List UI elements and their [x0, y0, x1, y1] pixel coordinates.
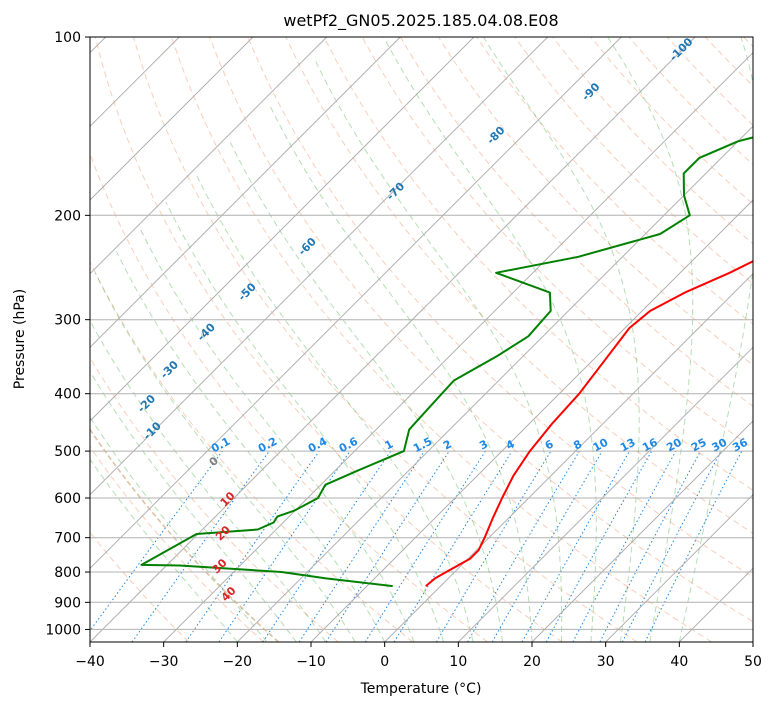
isotherm: [90, 37, 622, 570]
mixing-ratio-line: [644, 450, 743, 642]
x-tick-label: 30: [597, 654, 615, 670]
mixing-ratio-label: 30: [710, 436, 730, 455]
y-axis-ticks: 100 200 300 400 500 600 700 800 900 1000: [45, 30, 90, 638]
mixing-ratio-label: 13: [618, 436, 638, 455]
mixing-ratio-line: [218, 450, 351, 642]
dry-adiabat: [323, 37, 753, 491]
y-tick-label: 200: [54, 208, 81, 224]
plot-frame: [89, 36, 754, 643]
mixing-ratio-line: [131, 450, 270, 642]
y-tick-label: 500: [54, 444, 81, 460]
mixing-ratio-line: [262, 450, 392, 642]
moist-adiabat: [482, 37, 640, 642]
isotherm: [90, 37, 549, 496]
dry-adiabat: [90, 446, 264, 642]
y-tick-label: 100: [54, 30, 81, 46]
dry-adiabat: [285, 37, 753, 535]
moist-adiabat: [607, 37, 694, 642]
moist-adiabat: [90, 416, 268, 642]
isotherm: [163, 51, 753, 642]
moist-adiabat: [678, 37, 753, 642]
profile-series: [140, 136, 753, 588]
x-tick-label: 0: [380, 654, 389, 670]
dry-adiabat: [94, 37, 563, 642]
dry-adiabat: [90, 356, 339, 642]
mixing-ratio-line: [90, 450, 223, 632]
isotherm: [531, 420, 753, 642]
dry-adiabat: [171, 37, 712, 642]
x-tick-label: −30: [149, 654, 179, 670]
mixing-ratio-line: [545, 450, 653, 642]
moist-adiabat: [115, 251, 386, 642]
x-tick-label: −20: [223, 654, 253, 670]
x-axis-label: Temperature (°C): [360, 681, 482, 697]
isotherm: [236, 125, 753, 642]
isotherm: [384, 272, 753, 642]
mixing-ratio-label: 25: [689, 436, 709, 455]
moist-adiabat: [165, 201, 445, 642]
isotherm: [90, 37, 401, 349]
mixing-ratio-label: 10: [591, 436, 611, 455]
mixing-ratio-label: 36: [730, 436, 750, 455]
mixing-ratio-line: [572, 450, 677, 642]
isotherm: [90, 37, 328, 275]
moist-adiabat: [195, 173, 474, 642]
moist-adiabat: [90, 458, 238, 642]
x-axis-ticks: −40 −30 −20 −10 0 10 20 30 40 50: [75, 642, 762, 670]
dry-adiabat: [132, 37, 638, 642]
x-tick-label: 10: [449, 654, 467, 670]
isotherms: [90, 37, 753, 642]
moist-adiabat: [315, 61, 563, 642]
dry-adiabat: [247, 37, 753, 578]
y-tick-label: 900: [54, 595, 81, 611]
y-tick-label: 400: [54, 387, 81, 403]
isotherm: [90, 37, 254, 201]
moist-adiabat: [139, 227, 415, 642]
plot-area: 0.1 0.2 0.4 0.6 1 1.5 2 3 4 6 8 10 13 16 20 25 30 36-100-…: [90, 37, 753, 642]
isotherm: [605, 493, 753, 642]
mixing-ratio-lines: [90, 450, 743, 642]
mixing-ratio-line: [521, 450, 630, 642]
mixing-ratio-line: [393, 450, 513, 642]
x-tick-label: −40: [75, 654, 105, 670]
mixing-ratio-label: 16: [640, 436, 660, 455]
x-tick-label: 50: [744, 654, 762, 670]
dewpoint-line: [140, 136, 753, 588]
x-tick-label: 40: [670, 654, 688, 670]
y-tick-label: 800: [54, 565, 81, 581]
dry-adiabat: [209, 37, 753, 623]
moist-adiabat: [94, 272, 356, 642]
mixing-ratio-line: [185, 450, 320, 642]
dry-adiabats: [90, 37, 753, 642]
pressure-gridlines: [90, 37, 753, 630]
chart-title: wetPf2_GN05.2025.185.04.08.E08: [283, 11, 558, 31]
y-tick-label: 300: [54, 313, 81, 329]
dry-adiabat: [476, 37, 753, 325]
mixing-ratio-line: [298, 450, 425, 642]
temperature-line: [425, 260, 753, 587]
x-tick-label: 20: [523, 654, 541, 670]
y-axis-label: Pressure (hPa): [12, 289, 28, 389]
moist-adiabat: [268, 104, 533, 642]
isotherm: [90, 37, 696, 642]
y-tick-label: 700: [54, 531, 81, 547]
isotherm: [457, 346, 753, 642]
dry-adiabat: [90, 260, 414, 642]
x-tick-label: −10: [296, 654, 326, 670]
y-tick-label: 600: [54, 491, 81, 507]
mixing-ratio-line: [325, 450, 450, 642]
isotherm: [310, 199, 753, 642]
dry-adiabat: [514, 37, 753, 285]
moist-adiabat: [383, 37, 597, 642]
isotherm: [90, 37, 475, 422]
y-tick-label: 1000: [45, 622, 81, 638]
mixing-ratio-label: 20: [664, 436, 684, 455]
